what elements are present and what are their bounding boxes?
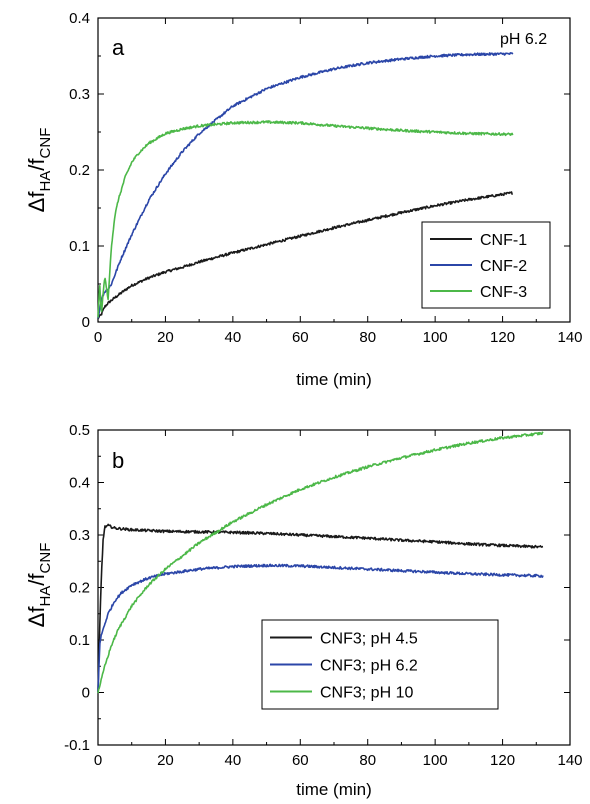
chart-panel-b: 0 20 40 60 80 100 120 140-0.100.10.20.30.40.5ti…: [24, 422, 583, 799]
x-tick-label: 60: [292, 329, 309, 346]
y-tick-label: 0.1: [69, 238, 90, 255]
ph-annotation: pH 6.2: [500, 31, 547, 48]
x-tick-label: 20: [157, 752, 174, 769]
x-tick-label: 40: [225, 752, 242, 769]
x-axis-label: time (min): [296, 370, 372, 389]
y-tick-label: 0.1: [69, 632, 90, 649]
series-line-3: [97, 431, 544, 694]
x-tick-label: 0: [94, 329, 102, 346]
legend-label: CNF-2: [480, 258, 527, 275]
y-tick-label: 0.3: [69, 527, 90, 544]
legend-label: CNF-1: [480, 232, 527, 249]
x-tick-label: 60: [292, 752, 309, 769]
series-line-1: [97, 191, 513, 319]
x-tick-label: 80: [359, 329, 376, 346]
series-line-2: [97, 563, 544, 693]
y-tick-label: 0: [82, 685, 90, 702]
x-tick-label: 120: [490, 752, 515, 769]
y-tick-label: -0.1: [64, 737, 90, 754]
x-tick-label: 120: [490, 329, 515, 346]
legend-label: CNF3; pH 4.5: [320, 631, 418, 648]
y-tick-label: 0.2: [69, 580, 90, 597]
y-tick-label: 0.4: [69, 10, 90, 27]
x-axis-label: time (min): [296, 780, 372, 799]
y-axis-label: ΔfHA/fCNF: [24, 543, 54, 628]
chart-panel-a: 0 20 40 60 80 100 120 140 0 0.1 0.2 0.3 0.4 time (min…: [24, 10, 583, 389]
series-line-3: [97, 120, 514, 318]
x-tick-label: 100: [423, 752, 448, 769]
x-tick-label: 140: [557, 329, 582, 346]
x-tick-label: 40: [225, 329, 242, 346]
legend-label: CNF-3: [480, 284, 527, 301]
x-tick-label: 0: [94, 752, 102, 769]
legend: CNF3; pH 4.5 CNF3; pH 6.2 CNF3; pH 10: [261, 619, 499, 710]
series-line-1: [97, 523, 544, 693]
legend-label: CNF3; pH 10: [320, 685, 413, 702]
panel-label: b: [112, 448, 124, 473]
x-tick-label: 100: [423, 329, 448, 346]
y-tick-label: 0.5: [69, 422, 90, 439]
x-tick-label: 80: [359, 752, 376, 769]
legend: CNF-1 CNF-2 CNF-3: [421, 221, 551, 309]
y-tick-label: 0: [82, 314, 90, 331]
x-tick-label: 140: [557, 752, 582, 769]
x-tick-label: 20: [157, 329, 174, 346]
legend-label: CNF3; pH 6.2: [320, 658, 418, 675]
y-tick-label: 0.2: [69, 162, 90, 179]
y-tick-label: 0.4: [69, 475, 90, 492]
y-axis-label: ΔfHA/fCNF: [24, 128, 54, 213]
series-line-2: [97, 51, 514, 319]
y-tick-label: 0.3: [69, 86, 90, 103]
panel-label: a: [112, 35, 125, 60]
